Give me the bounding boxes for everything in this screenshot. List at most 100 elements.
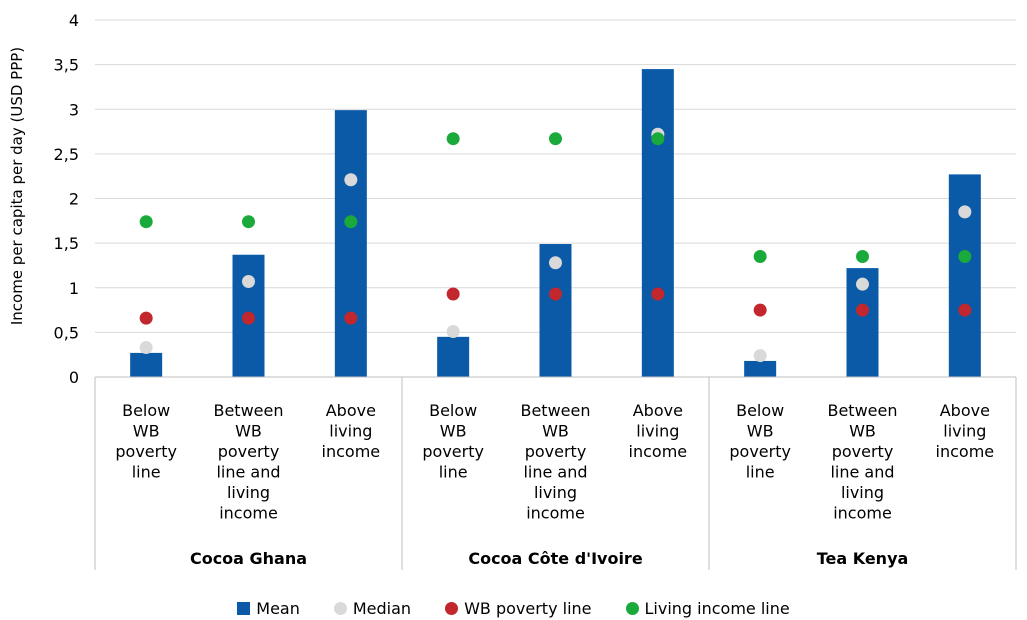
y-tick-label: 2,5 xyxy=(54,145,79,164)
x-category-label-line: living xyxy=(329,422,372,441)
x-category-label: Between WB poverty line and living income xyxy=(520,401,590,523)
x-category-label-line: living xyxy=(943,422,986,441)
dot-living-income-line xyxy=(549,132,562,146)
x-category-label-line: poverty xyxy=(218,442,280,461)
x-category-label-line: Below xyxy=(736,401,784,420)
legend-item: Living income line xyxy=(625,598,790,618)
y-tick-label: 4 xyxy=(69,11,79,30)
y-axis-ticks: 0 0,5 1 1,5 2 2,5 3 3,5 4 xyxy=(54,11,79,387)
mean-bars xyxy=(130,69,981,378)
legend-item: WB poverty line xyxy=(445,598,592,618)
dot-living-income-line xyxy=(139,215,153,229)
x-category-label-line: living xyxy=(841,483,884,502)
x-category-label: Below WB poverty line xyxy=(729,401,791,482)
legend: Mean Median WB poverty line Living income l… xyxy=(0,596,1027,620)
x-category-label: Above living income xyxy=(936,401,995,461)
dot-median xyxy=(242,275,255,289)
x-category-label: Below WB poverty line xyxy=(422,401,484,482)
dot-living-income-line xyxy=(344,215,358,229)
bar-mean xyxy=(744,360,777,377)
x-category-label-line: Between xyxy=(520,401,590,420)
dot-wb-poverty-line xyxy=(242,311,255,325)
legend-swatch xyxy=(445,601,459,615)
x-category-label-line: WB xyxy=(542,422,569,441)
dot-wb-poverty-line xyxy=(856,303,869,317)
legend-swatch xyxy=(625,601,639,615)
legend-item: Median xyxy=(333,598,412,618)
dot-wb-poverty-line xyxy=(549,287,562,301)
x-category-label-line: living xyxy=(227,483,270,502)
x-category-label: Below WB poverty line xyxy=(115,401,177,482)
x-category-label-line: poverty xyxy=(115,442,177,461)
dot-living-income-line xyxy=(242,215,255,229)
dot-median xyxy=(549,256,562,270)
x-category-label-line: poverty xyxy=(525,442,587,461)
x-category-label-line: Above xyxy=(326,401,376,420)
legend-label: Median xyxy=(352,598,412,618)
x-category-label-line: Between xyxy=(213,401,283,420)
x-category-label-line: income xyxy=(936,442,995,461)
x-category-label-line: line and xyxy=(523,463,587,482)
x-category-label-line: living xyxy=(534,483,577,502)
dot-median xyxy=(753,349,767,363)
x-category-label-line: WB xyxy=(133,422,160,441)
x-category-label-line: income xyxy=(322,442,381,461)
x-category-label-line: income xyxy=(833,504,892,523)
dot-median xyxy=(139,341,153,355)
x-category-label-line: WB xyxy=(235,422,262,441)
dot-median xyxy=(958,205,972,219)
dot-median xyxy=(344,173,358,187)
dot-wb-poverty-line xyxy=(958,303,972,317)
x-category-label-line: line and xyxy=(830,463,894,482)
legend-label: WB poverty line xyxy=(464,598,592,618)
x-category-label-line: line xyxy=(439,463,468,482)
x-category-label-line: income xyxy=(526,504,585,523)
dot-wb-poverty-line xyxy=(344,311,358,325)
x-category-label-line: Between xyxy=(827,401,897,420)
dot-median xyxy=(446,324,460,338)
legend-swatch xyxy=(237,601,251,615)
x-category-label-line: Below xyxy=(429,401,477,420)
x-category-label-line: living xyxy=(636,422,679,441)
bar-mean xyxy=(641,69,674,378)
x-axis-frame xyxy=(94,376,1017,570)
x-category-label-line: Below xyxy=(122,401,170,420)
group-labels: Cocoa Ghana Cocoa Côte d'Ivoire Tea Kenya xyxy=(190,549,908,568)
y-tick-label: 1 xyxy=(69,279,79,298)
y-tick-label: 2 xyxy=(69,190,79,209)
x-category-label-line: line xyxy=(132,463,161,482)
legend-item: Mean xyxy=(237,599,300,618)
x-category-label-line: Above xyxy=(940,401,990,420)
bar-mean xyxy=(130,352,163,377)
x-category-label-line: Above xyxy=(633,401,683,420)
x-category-label-line: poverty xyxy=(832,442,894,461)
x-category-label-line: line xyxy=(746,463,775,482)
group-label: Cocoa Ghana xyxy=(190,549,307,568)
dot-living-income-line xyxy=(958,250,972,264)
x-category-label-line: poverty xyxy=(422,442,484,461)
x-category-label-line: WB xyxy=(440,422,467,441)
legend-label: Mean xyxy=(256,598,300,618)
dot-living-income-line xyxy=(446,132,460,146)
legend-label: Living income line xyxy=(644,598,790,618)
x-category-label-line: line and xyxy=(216,463,280,482)
x-category-label-line: income xyxy=(219,504,278,523)
dot-living-income-line xyxy=(856,250,869,264)
x-category-label: Between WB poverty line and living income xyxy=(827,401,897,523)
dot-median xyxy=(856,277,869,291)
bar-mean xyxy=(437,336,470,377)
y-axis-label: Income per capita per day (USD PPP) xyxy=(8,47,26,325)
dot-wb-poverty-line xyxy=(446,287,460,301)
x-category-label-line: WB xyxy=(849,422,876,441)
y-tick-label: 0,5 xyxy=(54,323,79,342)
y-tick-label: 3 xyxy=(69,100,79,119)
y-tick-label: 0 xyxy=(69,368,79,387)
bar-mean xyxy=(948,174,981,377)
dot-living-income-line xyxy=(753,250,767,264)
x-category-label-line: WB xyxy=(747,422,774,441)
dot-living-income-line xyxy=(651,132,665,146)
x-category-label-line: income xyxy=(629,442,688,461)
group-label: Tea Kenya xyxy=(817,549,909,568)
x-category-label-line: poverty xyxy=(729,442,791,461)
